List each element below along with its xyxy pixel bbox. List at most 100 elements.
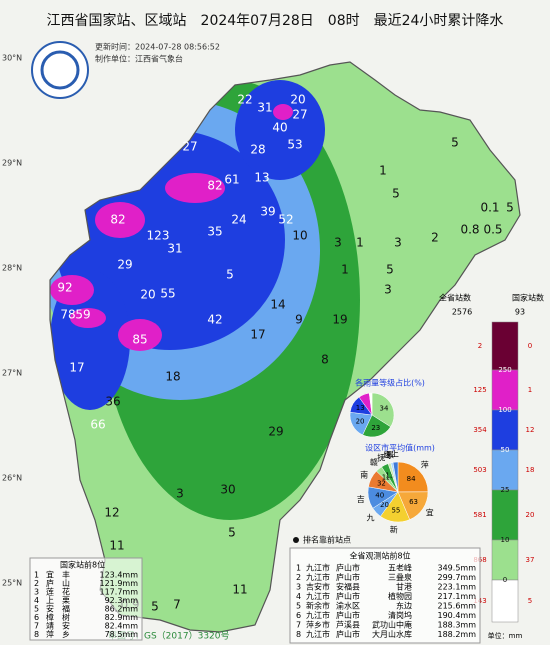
lat-label: 26°N <box>2 474 22 483</box>
table-cell: 6 <box>296 611 301 620</box>
station-value: 12 <box>104 506 119 520</box>
pie-name: 南 <box>360 469 368 479</box>
table-cell: 86.2mm <box>105 605 139 614</box>
table-cell: 莲 花 <box>46 587 70 597</box>
table-cell: 4 <box>296 592 301 601</box>
table-cell: 1 <box>34 571 39 580</box>
legend-total-count: 2 <box>478 342 482 350</box>
table-cell: 甘港 <box>396 582 412 592</box>
table-cell: 武功山中庵 <box>372 620 412 630</box>
pie-label: 23 <box>371 424 380 432</box>
pie-name: 抚 <box>377 452 385 462</box>
station-value: 11 <box>109 539 124 553</box>
field-magenta <box>50 275 94 305</box>
station-value: 82 <box>110 213 125 227</box>
lat-label: 25°N <box>2 579 22 588</box>
station-value: 1 <box>341 263 349 277</box>
legend-threshold: 100 <box>498 406 511 414</box>
table-cell: 2 <box>34 579 39 588</box>
station-value: 3 <box>394 236 402 250</box>
station-value: 22 <box>237 93 252 107</box>
station-value: 13 <box>254 171 269 185</box>
table-cell: 五老峰 <box>388 563 412 573</box>
table-cell: 吉安市 <box>306 582 330 592</box>
station-value: 5 <box>451 136 459 150</box>
pie-slice <box>397 461 429 493</box>
legend-swatch <box>491 409 519 451</box>
table-cell: 庐山市 <box>336 610 360 620</box>
station-value: 53 <box>287 138 302 152</box>
pie-name: 赣 <box>370 457 378 467</box>
legend-total-count: 581 <box>473 511 486 519</box>
legend-swatch <box>491 489 519 541</box>
legend-threshold: 25 <box>501 486 510 494</box>
station-value: 78 <box>60 308 75 322</box>
lat-label: 28°N <box>2 264 22 273</box>
pie-name: 宜 <box>426 507 434 517</box>
table-cell: 庐山市 <box>336 563 360 573</box>
table-cell: 7 <box>296 621 301 630</box>
table-cell: 安 福 <box>46 604 70 614</box>
legend-threshold: 250 <box>498 366 511 374</box>
pie-label: 32 <box>377 480 386 488</box>
table-cell: 九江市 <box>306 610 330 620</box>
table-title: 国家站前8位 <box>60 560 105 570</box>
table-cell: 78.5mm <box>105 630 139 639</box>
table-cell: 117.7mm <box>100 588 139 597</box>
legend-national-count: 12 <box>526 426 535 434</box>
pie-name: 鹰 <box>383 450 391 460</box>
table-cell: 清岗坞 <box>388 610 412 620</box>
pie-label: 84 <box>407 475 416 483</box>
marker-icon <box>293 537 299 543</box>
table-cell: 庐山市 <box>336 591 360 601</box>
pie-title: 设区市平均值(mm) <box>365 443 435 453</box>
pie-label: 20 <box>356 418 365 426</box>
station-value: 20 <box>290 93 305 107</box>
station-value: 24 <box>231 213 246 227</box>
table-cell: 萍 乡 <box>46 629 70 639</box>
pie-slice <box>368 392 373 416</box>
table-cell: 6 <box>34 613 39 622</box>
title-bar <box>0 8 550 34</box>
legend-swatch <box>491 369 519 411</box>
table-cell: 5 <box>34 605 39 614</box>
pie-label: 34 <box>379 404 388 412</box>
table-cell: 82.4mm <box>105 622 139 631</box>
station-value: 3 <box>384 283 392 297</box>
table-cell: 新余市 <box>306 601 330 611</box>
lat-label: 30°N <box>2 54 22 63</box>
station-value: 2 <box>431 231 439 245</box>
marker-note: 排名靠前站点 <box>303 535 351 545</box>
station-value: 5 <box>506 201 514 215</box>
field-blue <box>50 270 130 410</box>
station-value: 29 <box>268 425 283 439</box>
station-value: 11 <box>232 583 247 597</box>
table-cell: 九江市 <box>306 591 330 601</box>
table-cell: 东边 <box>396 601 412 611</box>
station-value: 55 <box>160 287 175 301</box>
station-value: 9 <box>295 313 303 327</box>
table-cell: 庐山市 <box>336 629 360 639</box>
table-cell: 靖 安 <box>46 621 70 631</box>
legend-national-count: 0 <box>528 342 532 350</box>
table-cell: 大月山水库 <box>372 629 412 639</box>
producer: 制作单位：江西省气象台 <box>95 54 183 64</box>
table-cell: 上 栗 <box>46 596 70 605</box>
station-value: 36 <box>105 395 120 409</box>
station-value: 7 <box>173 598 181 612</box>
station-value: 3 <box>176 487 184 501</box>
table-cell: 217.1mm <box>438 592 477 601</box>
station-value: 31 <box>167 242 182 256</box>
pie-name: 萍 <box>421 460 429 470</box>
pie-name: 吉 <box>357 495 365 504</box>
table-cell: 植物园 <box>388 591 412 601</box>
table-cell: 349.5mm <box>438 564 477 573</box>
table-cell: 2 <box>296 573 301 582</box>
legend-national-count: 5 <box>528 597 532 605</box>
station-value: 30 <box>220 483 235 497</box>
update-time: 更新时间：2024-07-28 08:56:52 <box>95 42 220 52</box>
pie-label: 63 <box>409 498 418 506</box>
station-value: 5 <box>228 526 236 540</box>
table-title: 全省观测站前8位 <box>349 551 410 561</box>
